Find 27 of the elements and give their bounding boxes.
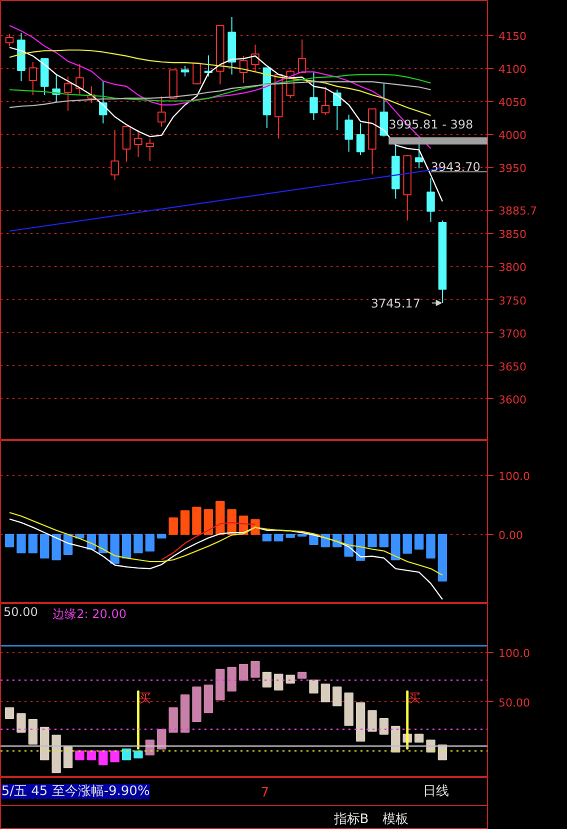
- y-tick-label: 0.00: [498, 528, 523, 542]
- y-tick-label: 3885.7: [498, 204, 537, 218]
- y-tick-label: 3800: [498, 261, 526, 274]
- y-tick-label: 4150: [498, 30, 526, 44]
- y-tick-label: 100.0: [498, 647, 530, 660]
- y-tick-label: 3700: [498, 327, 526, 340]
- y-tick-label: 3750: [498, 294, 526, 308]
- y-tick-label: 100.0: [498, 470, 530, 483]
- annotation: 50.00: [4, 604, 38, 619]
- y-tick-label: 50.00: [498, 696, 530, 710]
- text: 模板: [382, 812, 409, 827]
- text: 5/五 45 至今涨幅-9.90%: [1, 784, 150, 799]
- y-tick-label: 3950: [498, 162, 526, 176]
- annotation: 边缘2: 20.00: [52, 606, 127, 621]
- text: 日线: [423, 784, 450, 799]
- y-tick-label: 3600: [498, 393, 526, 406]
- y-tick-label: 3650: [498, 360, 526, 374]
- data-label: 买: [408, 690, 420, 705]
- data-label: 买: [139, 690, 152, 705]
- y-tick-label: 4050: [498, 96, 526, 110]
- y-tick-label: 3850: [498, 228, 526, 242]
- ref-line-label: 3943.70: [430, 160, 480, 174]
- y-tick-label: 4100: [498, 63, 526, 76]
- annotation: 3745.17: [370, 296, 420, 310]
- y-tick-label: 4000: [498, 129, 526, 142]
- text: 7: [260, 786, 270, 800]
- text: 指标B: [332, 812, 369, 827]
